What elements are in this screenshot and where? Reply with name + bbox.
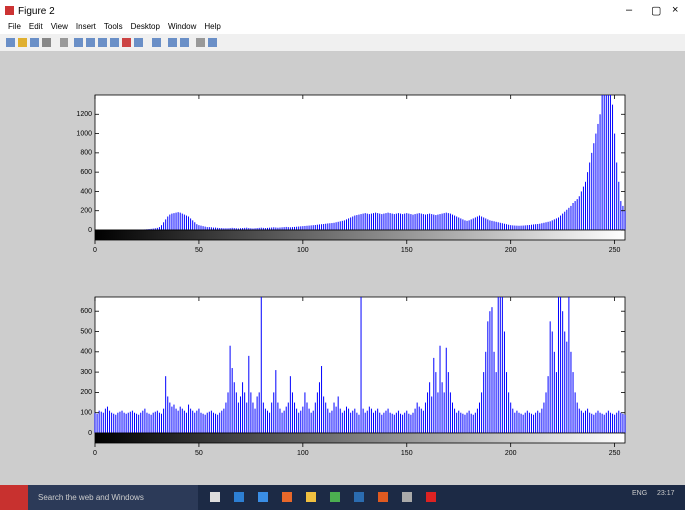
app-icon <box>5 6 14 15</box>
x-tick-label: 50 <box>195 247 203 254</box>
y-tick-label: 100 <box>80 410 92 417</box>
y-tick-label: 0 <box>88 430 92 437</box>
menu-item[interactable]: View <box>51 22 68 34</box>
clock[interactable]: 23:17 <box>657 490 675 497</box>
y-tick-label: 500 <box>80 328 92 335</box>
y-tick-label: 1200 <box>76 111 92 118</box>
y-tick-label: 300 <box>80 369 92 376</box>
app[interactable] <box>234 492 244 502</box>
x-tick-label: 0 <box>93 450 97 457</box>
x-tick-label: 200 <box>505 247 517 254</box>
menu-item[interactable]: File <box>8 22 21 34</box>
y-tick-label: 1000 <box>76 130 92 137</box>
y-tick-label: 400 <box>80 349 92 356</box>
colorbar <box>95 433 625 443</box>
search-box[interactable]: Search the web and Windows <box>28 485 198 510</box>
app[interactable] <box>354 492 364 502</box>
menu-item[interactable]: Desktop <box>131 22 160 34</box>
minimize[interactable]: – <box>626 4 632 16</box>
axes <box>95 297 625 433</box>
app[interactable] <box>306 492 316 502</box>
app[interactable] <box>402 492 412 502</box>
y-tick-label: 400 <box>80 188 92 195</box>
x-tick-label: 250 <box>609 450 621 457</box>
search-text: Search the web and Windows <box>38 493 144 502</box>
toolbar-icons <box>0 34 220 52</box>
y-tick-label: 600 <box>80 308 92 315</box>
y-tick-label: 200 <box>80 389 92 396</box>
title-bar: Figure 2 – ▢ × <box>0 0 685 22</box>
app[interactable] <box>330 492 340 502</box>
menu-item[interactable]: Edit <box>29 22 43 34</box>
colorbar <box>95 230 625 240</box>
menu-item[interactable]: Help <box>204 22 220 34</box>
window: Figure 2 – ▢ × File Edit View Insert Tools De… <box>0 0 685 510</box>
menu-item[interactable]: Insert <box>76 22 96 34</box>
app[interactable] <box>258 492 268 502</box>
start-button[interactable] <box>0 485 28 510</box>
close[interactable]: × <box>672 4 678 16</box>
tool-icons <box>6 38 217 47</box>
y-tick-label: 800 <box>80 150 92 157</box>
x-tick-label: 150 <box>401 450 413 457</box>
window-title: Figure 2 <box>18 6 55 17</box>
x-tick-label: 200 <box>505 450 517 457</box>
x-tick-label: 250 <box>609 247 621 254</box>
toolbar <box>0 34 685 52</box>
y-tick-label: 0 <box>88 227 92 234</box>
x-tick-label: 100 <box>297 247 309 254</box>
axes <box>95 95 625 230</box>
taskbar: Search the web and Windows ENG 23:17 <box>0 485 685 510</box>
y-tick-label: 600 <box>80 169 92 176</box>
app[interactable] <box>426 492 436 502</box>
x-tick-label: 50 <box>195 450 203 457</box>
maximize[interactable]: ▢ <box>651 4 661 17</box>
app[interactable] <box>210 492 220 502</box>
y-tick-label: 200 <box>80 208 92 215</box>
language[interactable]: ENG <box>632 490 647 497</box>
x-tick-label: 0 <box>93 247 97 254</box>
menu-bar: File Edit View Insert Tools Desktop Window Help <box>0 22 685 34</box>
app[interactable] <box>378 492 388 502</box>
app[interactable] <box>282 492 292 502</box>
x-tick-label: 150 <box>401 247 413 254</box>
menu-item[interactable]: Tools <box>104 22 123 34</box>
taskbar-apps <box>210 492 436 502</box>
menu-item[interactable]: Window <box>168 22 196 34</box>
x-tick-label: 100 <box>297 450 309 457</box>
